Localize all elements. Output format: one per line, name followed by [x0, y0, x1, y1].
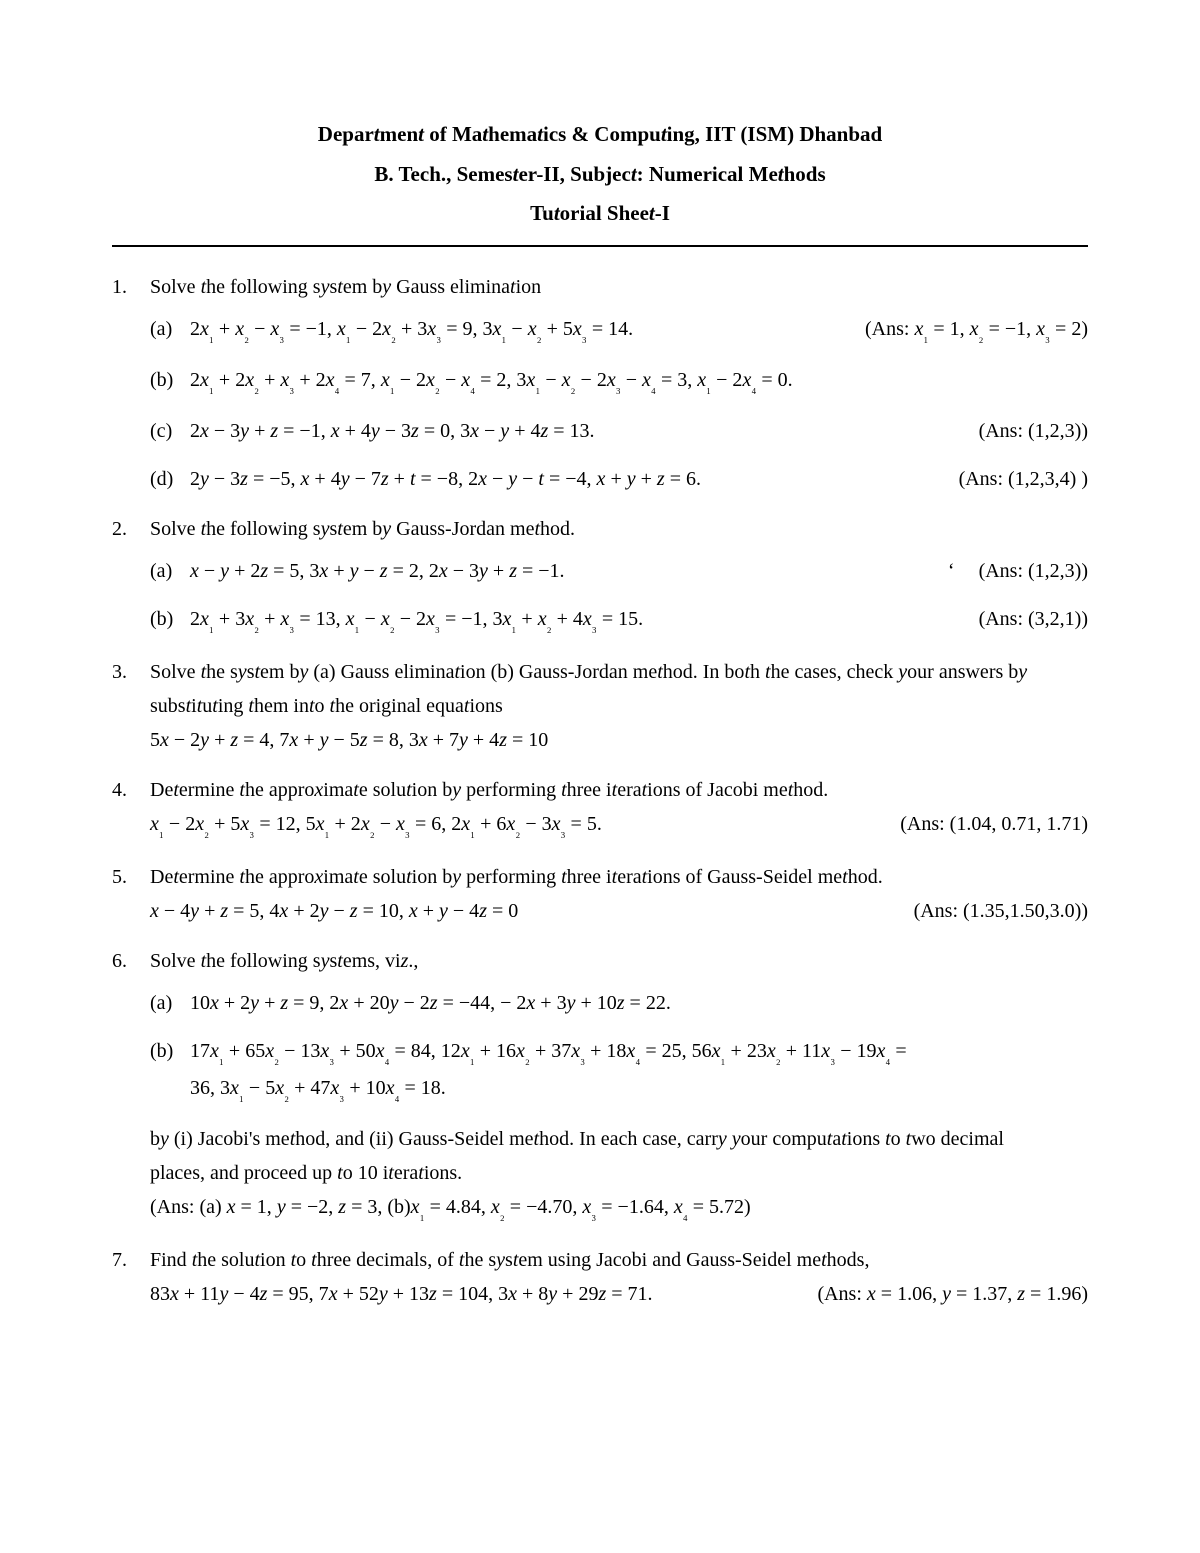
q1b-equation: 2x₁ + 2x₂ + x₃ + 2x₄ = 7, x₁ − 2x₂ − x₄ … [190, 369, 793, 391]
q2b-equation: 2x₁ + 3x₂ + x₃ = 13, x₁ − x₂ − 2x₃ = −1,… [190, 603, 955, 638]
q1a: 2x₁ + x₂ − x₃ = −1, x₁ − 2x₂ + 3x₃ = 9, … [150, 313, 1088, 348]
q5-equation: x − 4y + z = 5, 4x + 2y − z = 10, x + y … [150, 895, 890, 927]
q1d-answer: (Ans: (1,2,3,4) ) [959, 463, 1088, 495]
q7-equation: 83x + 11y − 4z = 95, 7x + 52y + 13z = 10… [150, 1278, 793, 1310]
q1c: 2x − 3y + z = −1, x + 4y − 3z = 0, 3x − … [150, 415, 1088, 447]
q6-tail-line1: by (i) Jacobi's method, and (ii) Gauss-S… [150, 1123, 1088, 1155]
q4-answer: (Ans: (1.04, 0.71, 1.71) [900, 808, 1088, 840]
q7-answer: (Ans: x = 1.06, y = 1.37, z = 1.96) [817, 1278, 1088, 1310]
question-6: Solve the following systems, viz., 10x +… [112, 945, 1088, 1226]
header-line-3: Tutorial Sheet-I [112, 197, 1088, 231]
question-1: Solve the following system by Gauss elim… [112, 271, 1088, 495]
q2a: x − y + 2z = 5, 3x + y − z = 2, 2x − 3y … [150, 555, 1088, 587]
question-2: Solve the following system by Gauss-Jord… [112, 513, 1088, 638]
header-line-2: B. Tech., Semester-II, Subject: Numerica… [112, 158, 1088, 192]
q6-subparts: 10x + 2y + z = 9, 2x + 20y − 2z = −44, −… [150, 987, 1088, 1107]
q1c-answer: (Ans: (1,2,3)) [979, 415, 1088, 447]
q3-line1: Solve the system by (a) Gauss eliminatio… [150, 656, 1088, 688]
question-7: Find the solution to three decimals, of … [112, 1244, 1088, 1310]
q6b-equation-line1: 17x₁ + 65x₂ − 13x₃ + 50x₄ = 84, 12x₁ + 1… [190, 1035, 1088, 1070]
q2b: 2x₁ + 3x₂ + x₃ = 13, x₁ − x₂ − 2x₃ = −1,… [150, 603, 1088, 638]
q1d-equation: 2y − 3z = −5, x + 4y − 7z + t = −8, 2x −… [190, 463, 935, 495]
q2a-answer: (Ans: (1,2,3)) [979, 555, 1088, 587]
q2a-quotemark: ‘ [948, 555, 955, 587]
header-line-1: Department of Mathematics & Computing, I… [112, 118, 1088, 152]
document-page: Department of Mathematics & Computing, I… [0, 0, 1200, 1553]
q1a-equation: 2x₁ + x₂ − x₃ = −1, x₁ − 2x₂ + 3x₃ = 9, … [190, 313, 841, 348]
q6-answer: (Ans: (a) x = 1, y = −2, z = 3, (b)x₁ = … [150, 1191, 1088, 1226]
q1-prompt: Solve the following system by Gauss elim… [150, 271, 1088, 303]
q2-prompt: Solve the following system by Gauss-Jord… [150, 513, 1088, 545]
q4-equation: x₁ − 2x₂ + 5x₃ = 12, 5x₁ + 2x₂ − x₃ = 6,… [150, 808, 876, 843]
q7-prompt: Find the solution to three decimals, of … [150, 1244, 1088, 1276]
q1b: 2x₁ + 2x₂ + x₃ + 2x₄ = 7, x₁ − 2x₂ − x₄ … [150, 364, 1088, 399]
header-rule [112, 245, 1088, 247]
q6b-equation-line2: 36, 3x₁ − 5x₂ + 47x₃ + 10x₄ = 18. [190, 1072, 1088, 1107]
q2-subparts: x − y + 2z = 5, 3x + y − z = 2, 2x − 3y … [150, 555, 1088, 638]
q6-prompt: Solve the following systems, viz., [150, 945, 1088, 977]
question-5: Determine the approximate solution by pe… [112, 861, 1088, 927]
q5-answer: (Ans: (1.35,1.50,3.0)) [914, 895, 1088, 927]
q5-prompt: Determine the approximate solution by pe… [150, 861, 1088, 893]
document-header: Department of Mathematics & Computing, I… [112, 118, 1088, 231]
q3-equation: 5x − 2y + z = 4, 7x + y − 5z = 8, 3x + 7… [150, 724, 1088, 756]
q1d: 2y − 3z = −5, x + 4y − 7z + t = −8, 2x −… [150, 463, 1088, 495]
q4-prompt: Determine the approximate solution by pe… [150, 774, 1088, 806]
q6a: 10x + 2y + z = 9, 2x + 20y − 2z = −44, −… [150, 987, 1088, 1019]
q2a-equation: x − y + 2z = 5, 3x + y − z = 2, 2x − 3y … [190, 555, 924, 587]
question-4: Determine the approximate solution by pe… [112, 774, 1088, 843]
q1-subparts: 2x₁ + x₂ − x₃ = −1, x₁ − 2x₂ + 3x₃ = 9, … [150, 313, 1088, 495]
question-list: Solve the following system by Gauss elim… [112, 271, 1088, 1310]
q1c-equation: 2x − 3y + z = −1, x + 4y − 3z = 0, 3x − … [190, 415, 955, 447]
q3-line2: substituting them into the original equa… [150, 690, 1088, 722]
question-3: Solve the system by (a) Gauss eliminatio… [112, 656, 1088, 756]
q6a-equation: 10x + 2y + z = 9, 2x + 20y − 2z = −44, −… [190, 992, 671, 1014]
q6-tail-line2: places, and proceed up to 10 iterations. [150, 1157, 1088, 1189]
q1a-answer: (Ans: x₁ = 1, x₂ = −1, x₃ = 2) [865, 313, 1088, 348]
q6b: 17x₁ + 65x₂ − 13x₃ + 50x₄ = 84, 12x₁ + 1… [150, 1035, 1088, 1107]
q2b-answer: (Ans: (3,2,1)) [979, 603, 1088, 635]
